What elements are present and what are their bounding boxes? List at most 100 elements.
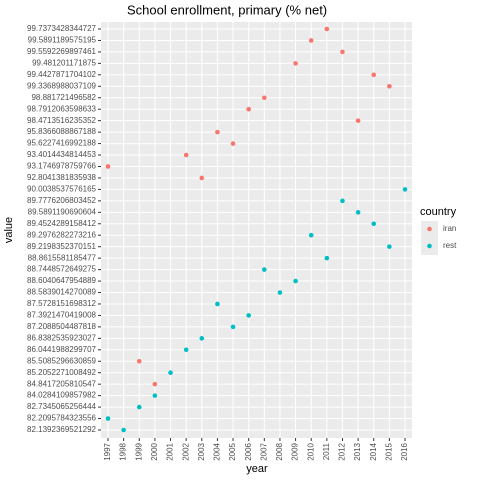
point bbox=[152, 393, 158, 398]
point bbox=[199, 175, 205, 181]
legend-marker bbox=[427, 243, 432, 249]
y-tick-label: 99.481201171875 bbox=[32, 58, 96, 67]
point bbox=[183, 347, 189, 353]
point bbox=[293, 61, 298, 66]
point bbox=[136, 404, 142, 410]
point bbox=[246, 313, 251, 318]
panel bbox=[101, 22, 412, 438]
y-tick-label: 87.3921470419008 bbox=[27, 311, 97, 320]
y-tick-label: 89.4524289158412 bbox=[27, 219, 97, 228]
x-tick-label: 1997 bbox=[103, 442, 112, 460]
point bbox=[230, 324, 236, 330]
point bbox=[121, 427, 126, 433]
x-tick-label: 2000 bbox=[150, 442, 159, 460]
x-tick-label: 2005 bbox=[228, 442, 237, 460]
x-tick-label: 2012 bbox=[338, 442, 347, 460]
x-tick-label: 2011 bbox=[322, 442, 331, 460]
x-tick-label: 2009 bbox=[291, 442, 300, 460]
point bbox=[371, 72, 377, 78]
legend-label: iran bbox=[443, 224, 456, 233]
y-tick-label: 99.7373428344727 bbox=[27, 24, 97, 33]
point bbox=[402, 187, 408, 192]
y-tick-label: 87.2088504487818 bbox=[27, 322, 97, 331]
point bbox=[215, 129, 220, 135]
legend-marker bbox=[427, 226, 432, 232]
point bbox=[277, 290, 283, 295]
point bbox=[355, 118, 361, 123]
point bbox=[230, 141, 236, 146]
point bbox=[215, 301, 220, 307]
x-tick-label: 2004 bbox=[213, 442, 222, 460]
point bbox=[324, 26, 330, 32]
y-tick-label: 89.5891190690604 bbox=[28, 207, 97, 216]
point bbox=[105, 416, 111, 421]
y-tick-label: 90.0038537576165 bbox=[27, 185, 97, 194]
y-tick-label: 84.8417205810547 bbox=[27, 379, 97, 388]
point bbox=[340, 49, 345, 55]
y-tick-label: 89.7776206803452 bbox=[27, 196, 97, 205]
x-tick-label: 2015 bbox=[384, 442, 393, 460]
y-tick-label: 86.8382535923027 bbox=[27, 333, 97, 342]
legend-title: country bbox=[420, 206, 457, 218]
point bbox=[387, 244, 392, 249]
point bbox=[168, 370, 173, 376]
x-tick-label: 2007 bbox=[259, 442, 268, 460]
x-tick-label: 2010 bbox=[306, 442, 315, 460]
y-tick-label: 95.6227416992188 bbox=[27, 139, 97, 148]
y-tick-label: 89.2976282273216 bbox=[27, 230, 97, 239]
y-axis-title: value bbox=[3, 217, 15, 243]
y-tick-label: 98.7912063598633 bbox=[27, 104, 97, 113]
x-tick-label: 2008 bbox=[275, 442, 284, 460]
y-tick-label: 88.6040647954889 bbox=[27, 276, 97, 285]
x-tick-label: 2002 bbox=[181, 442, 190, 460]
chart-title: School enrollment, primary (% net) bbox=[127, 2, 327, 17]
y-tick-label: 88.8615581185477 bbox=[28, 253, 97, 262]
x-tick-label: 1999 bbox=[134, 442, 143, 460]
y-tick-label: 93.1746978759766 bbox=[27, 162, 97, 171]
y-tick-label: 87.5728151698312 bbox=[27, 299, 97, 308]
point bbox=[199, 336, 205, 341]
point bbox=[136, 358, 142, 364]
y-tick-label: 89.2198352370151 bbox=[27, 242, 97, 251]
y-tick-label: 99.4427871704102 bbox=[27, 70, 97, 79]
point bbox=[246, 106, 251, 112]
y-tick-label: 99.5891189575195 bbox=[28, 36, 97, 45]
point bbox=[262, 95, 267, 101]
y-tick-label: 88.5839014270089 bbox=[27, 288, 97, 297]
x-tick-label: 2003 bbox=[197, 442, 206, 460]
point bbox=[387, 83, 392, 89]
point bbox=[152, 381, 158, 387]
point bbox=[183, 152, 189, 158]
point bbox=[371, 221, 377, 227]
y-tick-label: 86.0441988299707 bbox=[27, 345, 97, 354]
y-tick-label: 93.4014434814453 bbox=[27, 150, 97, 159]
point bbox=[262, 267, 267, 272]
y-tick-label: 84.0284109857982 bbox=[27, 391, 97, 400]
point bbox=[293, 278, 298, 284]
y-tick-label: 95.8366088867188 bbox=[27, 127, 97, 136]
y-tick-label: 82.2095784323556 bbox=[27, 414, 97, 423]
point bbox=[355, 210, 361, 215]
y-tick-label: 85.5085296630859 bbox=[27, 356, 97, 365]
x-tick-label: 2016 bbox=[400, 442, 409, 460]
x-tick-label: 2006 bbox=[244, 442, 253, 460]
point bbox=[324, 255, 330, 261]
x-tick-label: 1998 bbox=[119, 442, 128, 460]
y-tick-label: 99.3368988037109 bbox=[27, 81, 97, 90]
legend-label: rest bbox=[443, 241, 457, 250]
point bbox=[105, 164, 111, 169]
point bbox=[308, 38, 314, 43]
y-tick-label: 92.8041381835938 bbox=[27, 173, 97, 182]
y-tick-label: 82.1392369521292 bbox=[27, 425, 97, 434]
y-tick-label: 88.7448572649275 bbox=[27, 265, 97, 274]
y-tick-label: 98.4713516235352 bbox=[27, 116, 97, 125]
x-tick-label: 2014 bbox=[369, 442, 378, 460]
x-axis-title: year bbox=[246, 463, 268, 475]
y-tick-label: 98.881721496582 bbox=[31, 93, 96, 102]
y-tick-label: 82.7345065256444 bbox=[27, 402, 97, 411]
y-tick-label: 85.2052271008492 bbox=[27, 368, 97, 377]
x-tick-label: 2001 bbox=[166, 442, 175, 460]
point bbox=[308, 232, 314, 238]
y-tick-label: 99.5592269897461 bbox=[27, 47, 97, 56]
